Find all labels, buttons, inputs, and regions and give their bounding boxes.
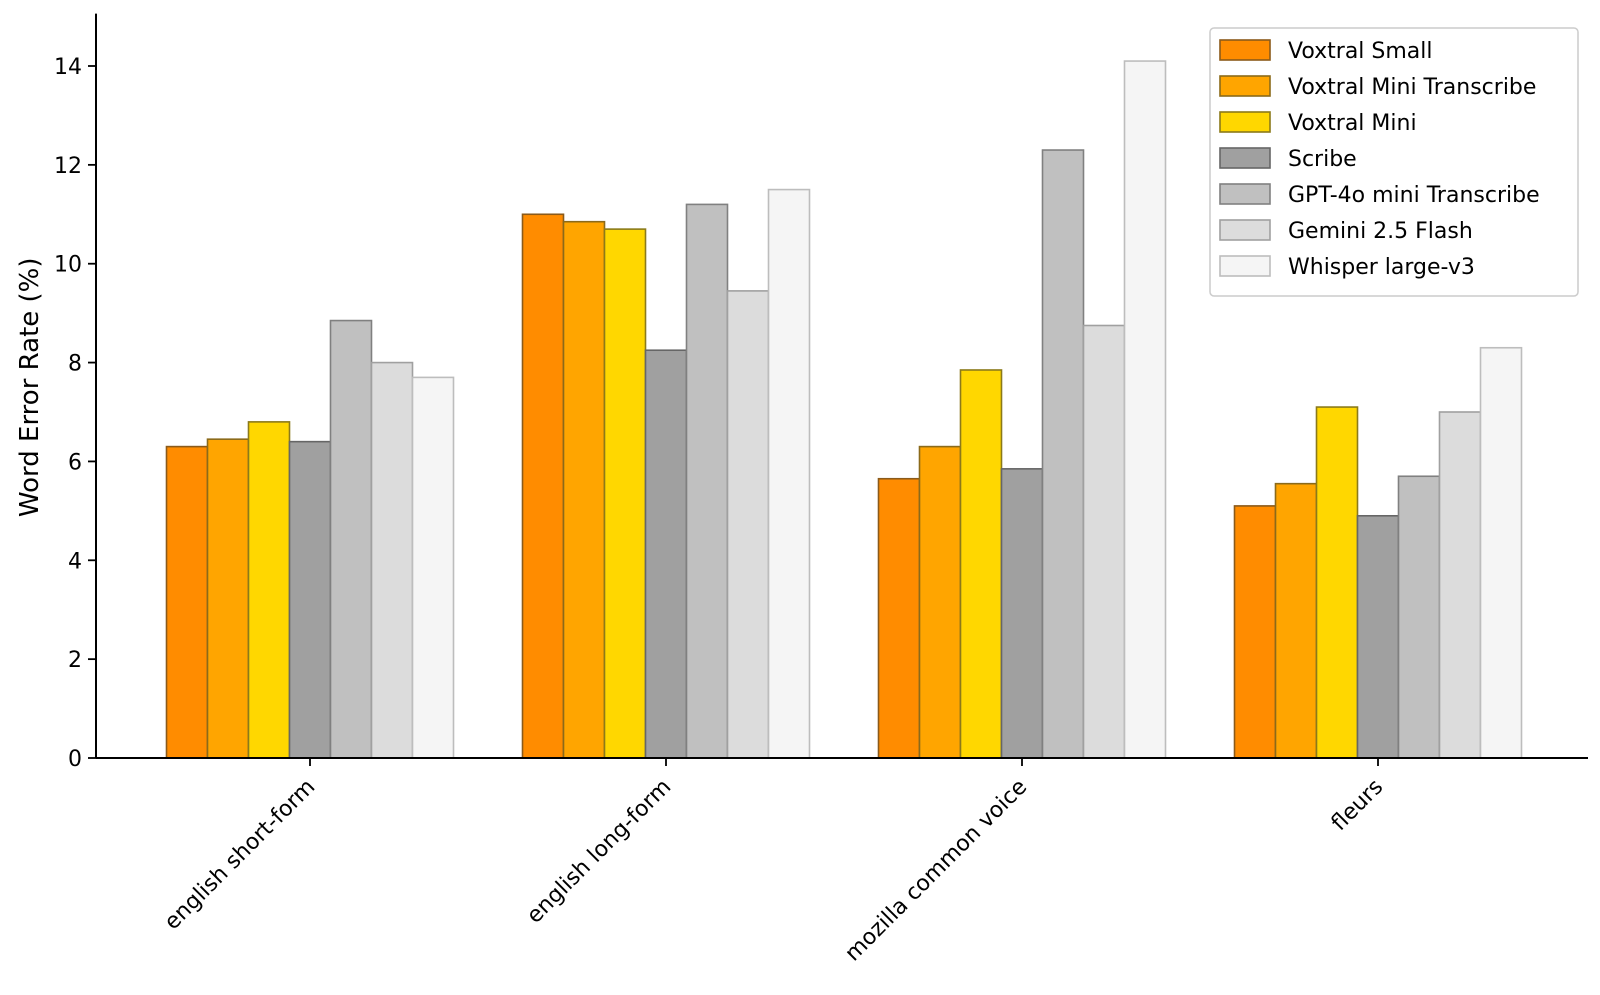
y-tick-label: 0 — [68, 747, 82, 772]
bar — [767, 188, 811, 759]
legend-swatch — [1219, 183, 1271, 205]
bars-group — [165, 60, 1523, 759]
y-tick-label: 10 — [54, 253, 82, 278]
legend-frame — [1209, 27, 1579, 297]
bar — [1356, 514, 1400, 759]
bar — [562, 220, 606, 759]
bar — [1041, 149, 1085, 759]
bar — [288, 440, 332, 759]
x-tick-label: english short-form — [160, 775, 320, 935]
legend-label: Voxtral Mini — [1288, 111, 1417, 136]
bar — [644, 349, 688, 759]
bar — [206, 438, 250, 759]
x-tick-label: mozilla common voice — [840, 775, 1032, 967]
y-ticks-group: 0 2 4 6 8 10 12 14 — [54, 55, 96, 772]
legend-swatch — [1219, 219, 1271, 241]
y-axis-title: Word Error Rate (%) — [15, 257, 45, 517]
legend-label: Gemini 2.5 Flash — [1288, 219, 1473, 244]
bar — [329, 319, 373, 759]
axes-group — [95, 13, 1588, 759]
legend-label: GPT-4o mini Transcribe — [1288, 183, 1540, 208]
bar — [370, 361, 414, 759]
bar — [726, 290, 770, 759]
legend-swatch — [1219, 147, 1271, 169]
bar — [603, 228, 647, 759]
legend-swatch — [1219, 75, 1271, 97]
bar — [1479, 346, 1523, 759]
legend-swatch — [1219, 255, 1271, 277]
bar — [1082, 324, 1126, 759]
bar — [165, 445, 209, 759]
y-tick-label: 6 — [68, 450, 82, 475]
y-tick-label: 4 — [68, 549, 82, 574]
legend-label: Voxtral Mini Transcribe — [1288, 75, 1536, 100]
y-tick-label: 12 — [54, 154, 82, 179]
x-tick-label: english long-form — [522, 775, 676, 929]
legend: Voxtral Small Voxtral Mini Transcribe Voxt… — [1209, 27, 1579, 297]
y-tick-label: 2 — [68, 648, 82, 673]
x-tick-label: fleurs — [1327, 775, 1388, 836]
bar — [1397, 475, 1441, 759]
legend-label: Scribe — [1288, 147, 1357, 172]
legend-label: Whisper large-v3 — [1288, 255, 1475, 280]
legend-swatch — [1219, 39, 1271, 61]
bar — [1123, 60, 1167, 759]
y-tick-label: 14 — [54, 55, 82, 80]
bar — [918, 445, 962, 759]
bar — [685, 203, 729, 759]
bar — [521, 213, 565, 759]
legend-label: Voxtral Small — [1288, 39, 1433, 64]
bar — [1233, 505, 1277, 759]
bar — [247, 421, 291, 759]
bar — [1438, 411, 1482, 759]
bar — [1315, 406, 1359, 759]
legend-swatch — [1219, 111, 1271, 133]
bar — [877, 477, 921, 759]
bar — [411, 376, 455, 759]
bar — [959, 369, 1003, 759]
x-ticks-group: english short-form english long-form mozil… — [160, 758, 1388, 966]
bar — [1000, 468, 1044, 759]
y-tick-label: 8 — [68, 352, 82, 377]
bar — [1274, 482, 1318, 759]
